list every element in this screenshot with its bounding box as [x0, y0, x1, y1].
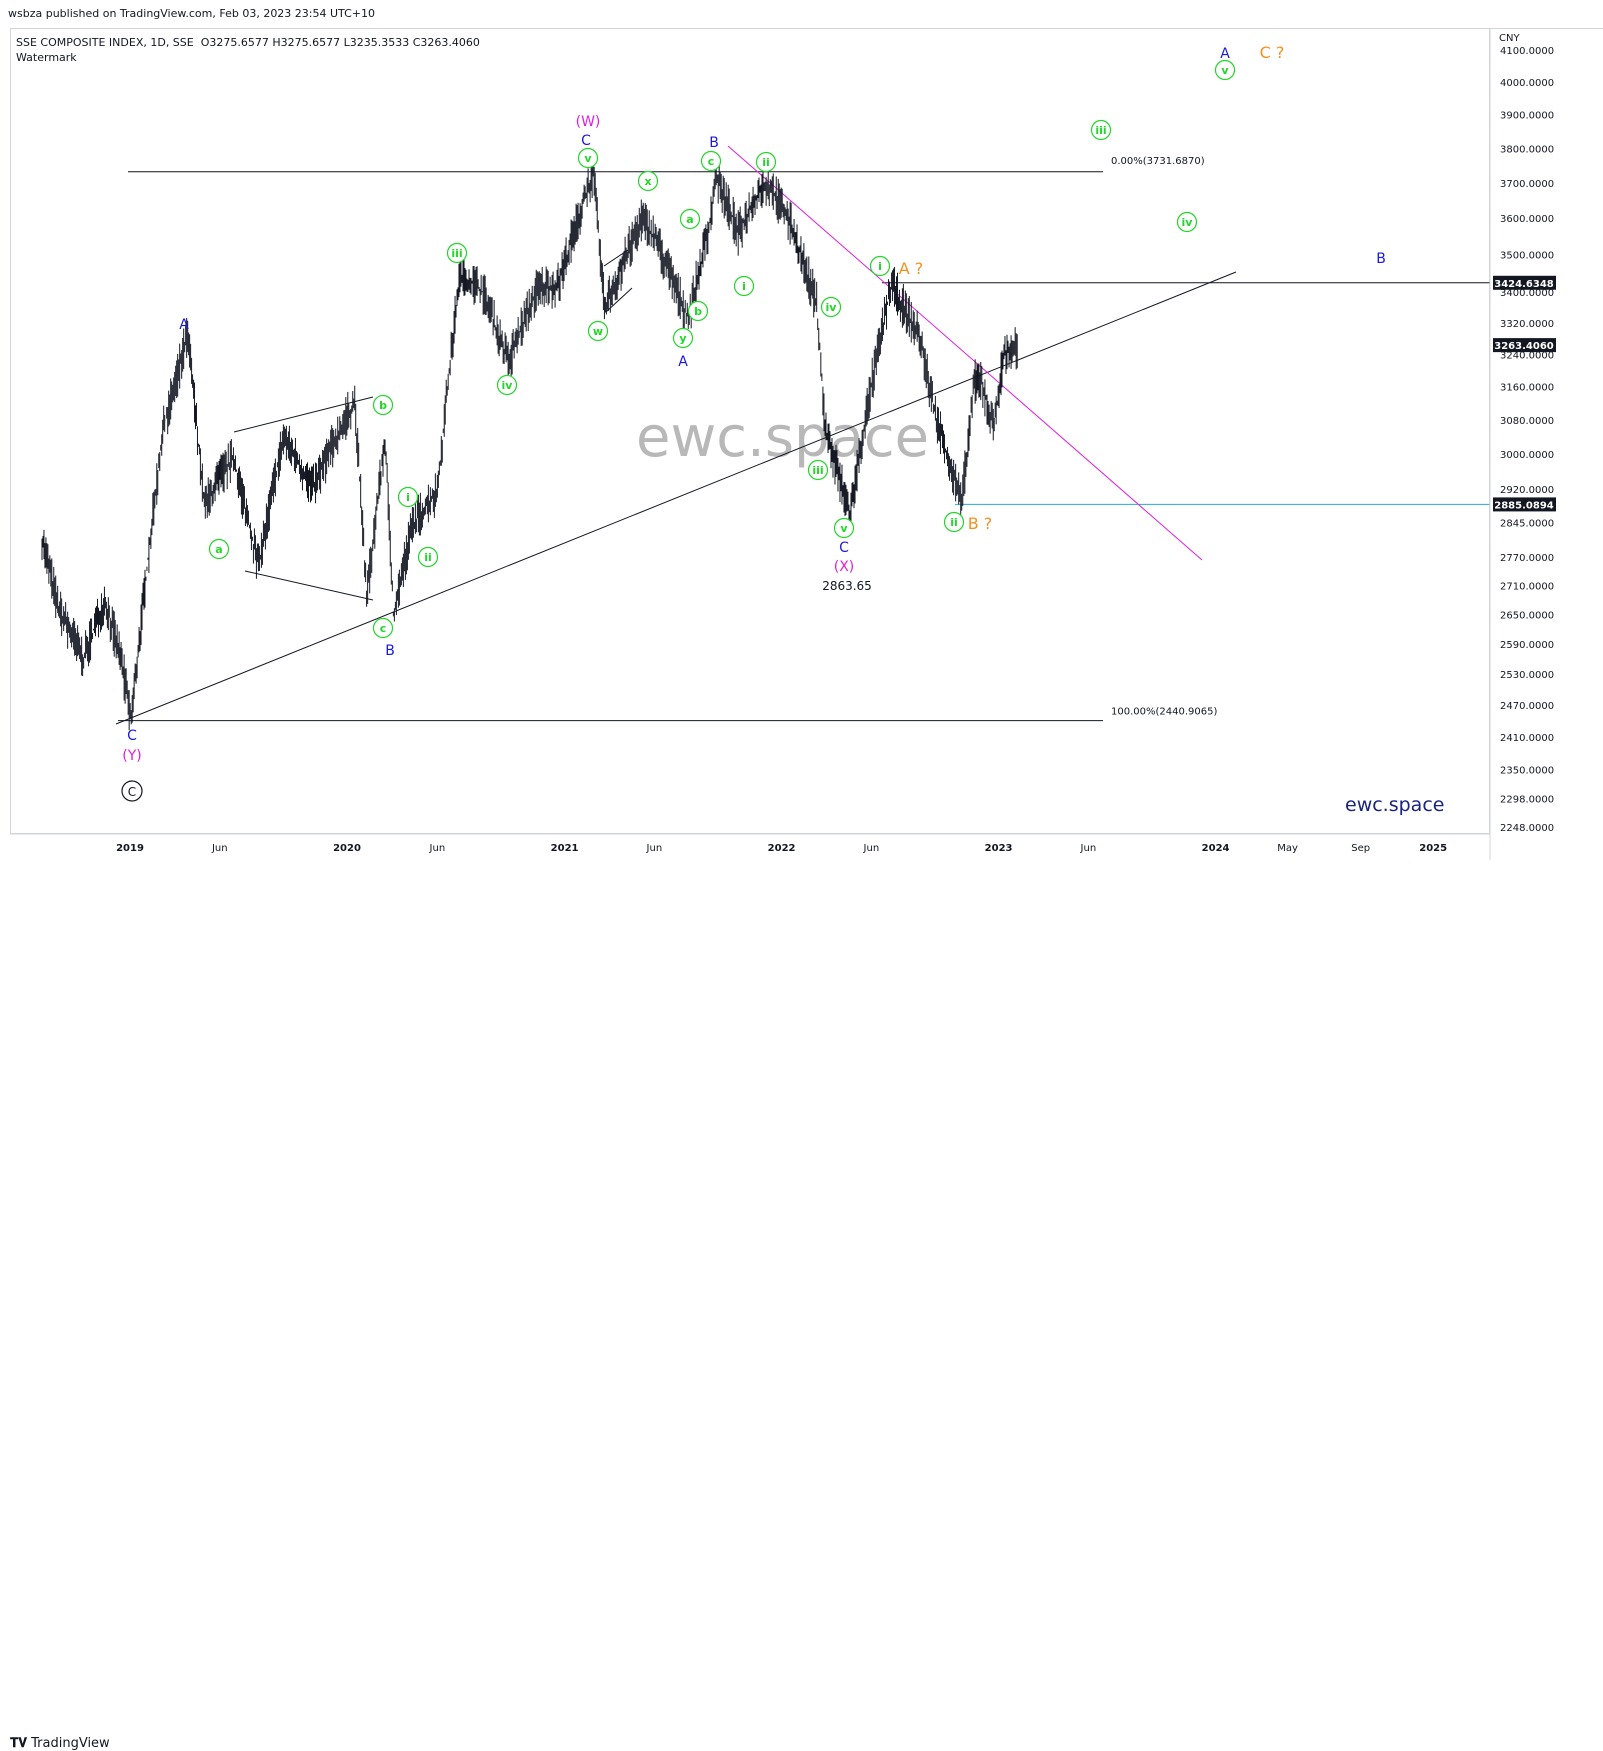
tradingview-text: TradingView [31, 1736, 110, 1751]
time-axis[interactable] [10, 834, 1490, 860]
price-axis[interactable] [1490, 28, 1603, 834]
legend-header: SSE COMPOSITE INDEX, 1D, SSE O3275.6577 … [16, 35, 480, 65]
publisher-bar: wsbza published on TradingView.com, Feb … [0, 0, 1603, 28]
brand-text: ewc.space [1345, 794, 1445, 816]
tv-logo-icon: 𝐓𝐕 [10, 1736, 27, 1751]
watermark-text: ewc.space [636, 405, 930, 470]
ohlc-values: O3275.6577 H3275.6577 L3235.3533 C3263.4… [200, 36, 480, 49]
footer-bar: 𝐓𝐕 TradingView [0, 866, 1603, 1751]
currency-label: CNY [1499, 33, 1520, 44]
indicator-label[interactable]: Watermark [16, 51, 77, 64]
publisher-text: wsbza published on TradingView.com, Feb … [8, 7, 376, 20]
symbol-title[interactable]: SSE COMPOSITE INDEX, 1D, SSE [16, 36, 194, 49]
tradingview-logo[interactable]: 𝐓𝐕 TradingView [10, 1736, 110, 1751]
